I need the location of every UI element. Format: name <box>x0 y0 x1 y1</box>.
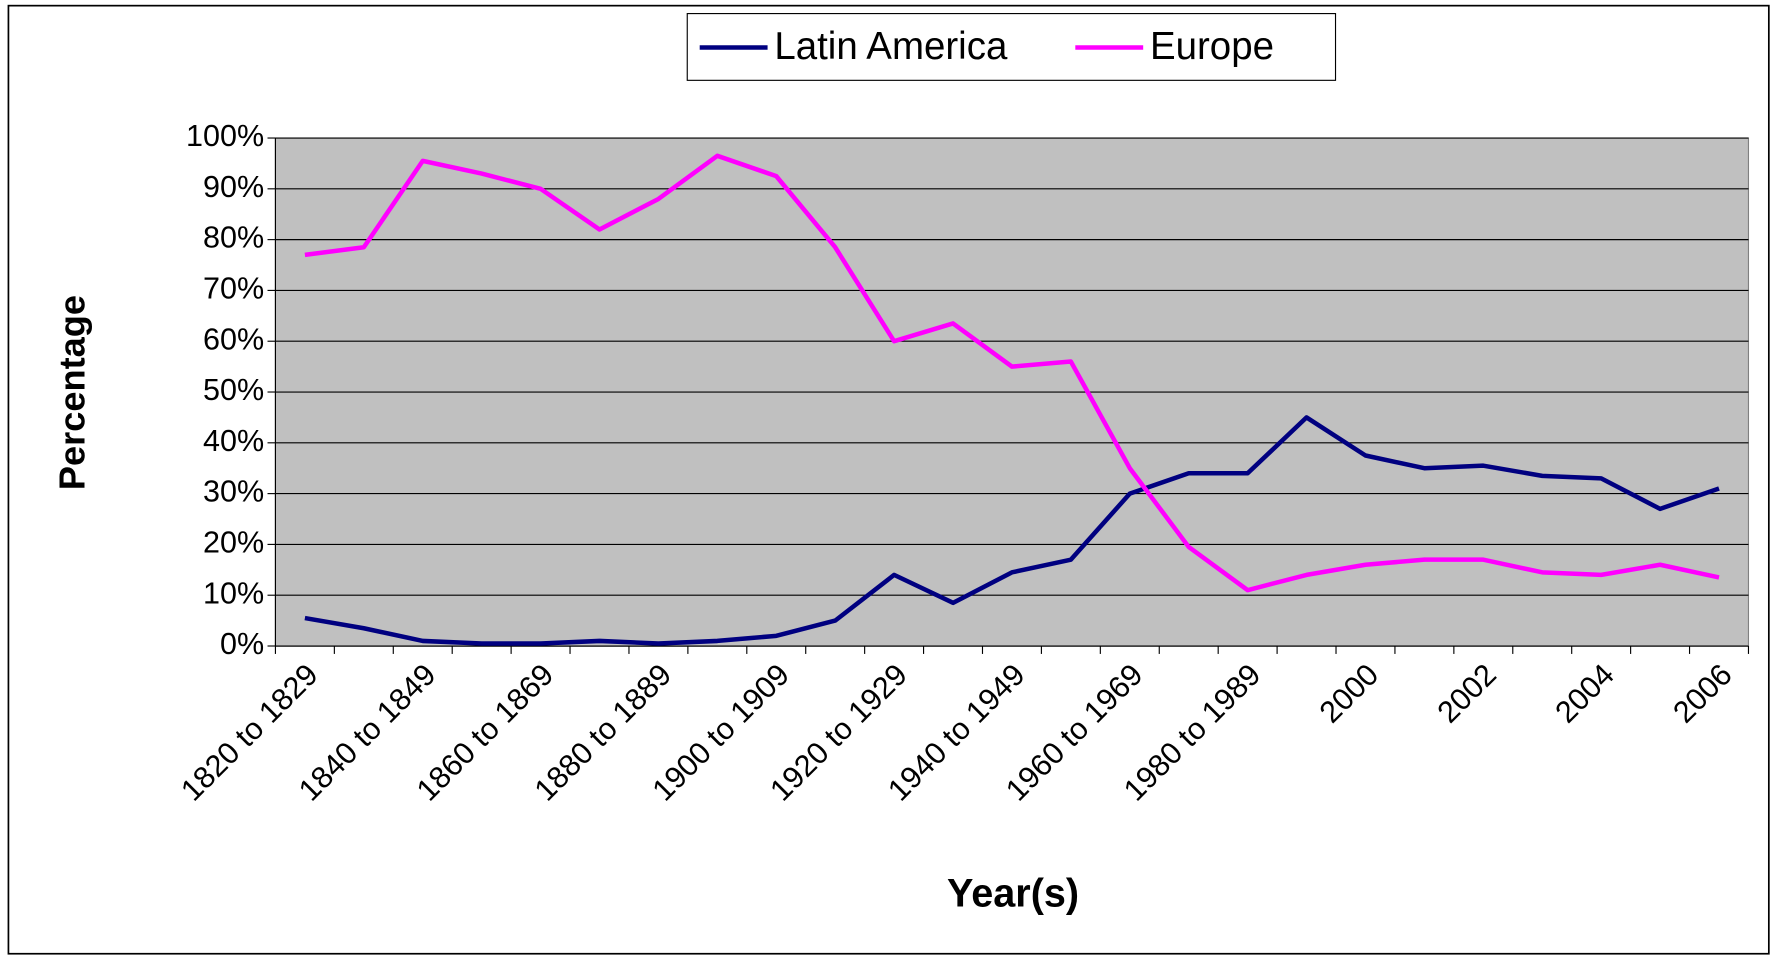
y-tick-label: 30% <box>203 475 264 509</box>
y-tick-label: 100% <box>186 119 264 153</box>
series-line <box>304 153 1720 593</box>
y-tick-label: 60% <box>203 322 264 356</box>
legend-label: Europe <box>1150 25 1274 68</box>
y-tick-label: 80% <box>203 221 264 255</box>
y-tick-label: 40% <box>203 424 264 458</box>
y-tick-label: 70% <box>203 271 264 305</box>
y-tick-label: 10% <box>203 576 264 610</box>
series-line <box>304 415 1720 646</box>
legend <box>686 13 1337 81</box>
y-tick-label: 50% <box>203 373 264 407</box>
x-axis-title: Year(s) <box>947 871 1079 915</box>
y-tick-label: 90% <box>203 170 264 204</box>
y-tick-label: 20% <box>203 525 264 559</box>
y-tick-label: 0% <box>220 627 264 661</box>
legend-label: Latin America <box>774 25 1008 68</box>
y-axis-title: Percentage <box>52 295 93 490</box>
